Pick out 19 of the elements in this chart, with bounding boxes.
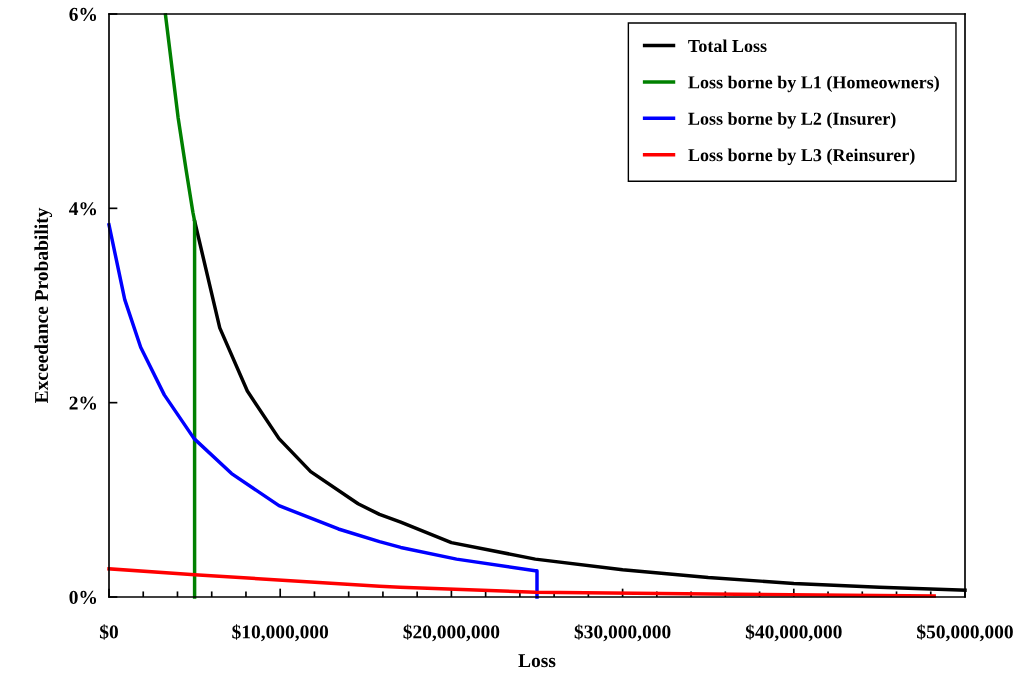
x-tick-label: $20,000,000 (403, 624, 500, 642)
y-tick-label: 6% (69, 7, 97, 21)
y-tick-label: 0% (69, 590, 97, 604)
legend-label: Loss borne by L1 (Homeowners) (688, 75, 939, 93)
x-tick-label: $50,000,000 (917, 624, 1013, 642)
y-tick-label: 2% (69, 396, 97, 410)
line-series (107, 567, 936, 598)
legend-label: Total Loss (688, 39, 767, 53)
x-tick-label: $30,000,000 (574, 624, 671, 642)
y-tick-label: 4% (68, 202, 97, 216)
x-tick-label: $40,000,000 (745, 624, 842, 642)
x-tick-label: $10,000,000 (232, 624, 329, 642)
line-series (163, 13, 197, 599)
line-series (107, 223, 539, 599)
x-axis-title: Loss (518, 654, 556, 668)
y-axis-title: Exceedance Probability (34, 207, 53, 404)
x-tick-label: $0 (99, 624, 118, 640)
legend-label: Loss borne by L2 (Insurer) (688, 112, 896, 129)
legend-label: Loss borne by L3 (Reinsurer) (688, 148, 915, 165)
